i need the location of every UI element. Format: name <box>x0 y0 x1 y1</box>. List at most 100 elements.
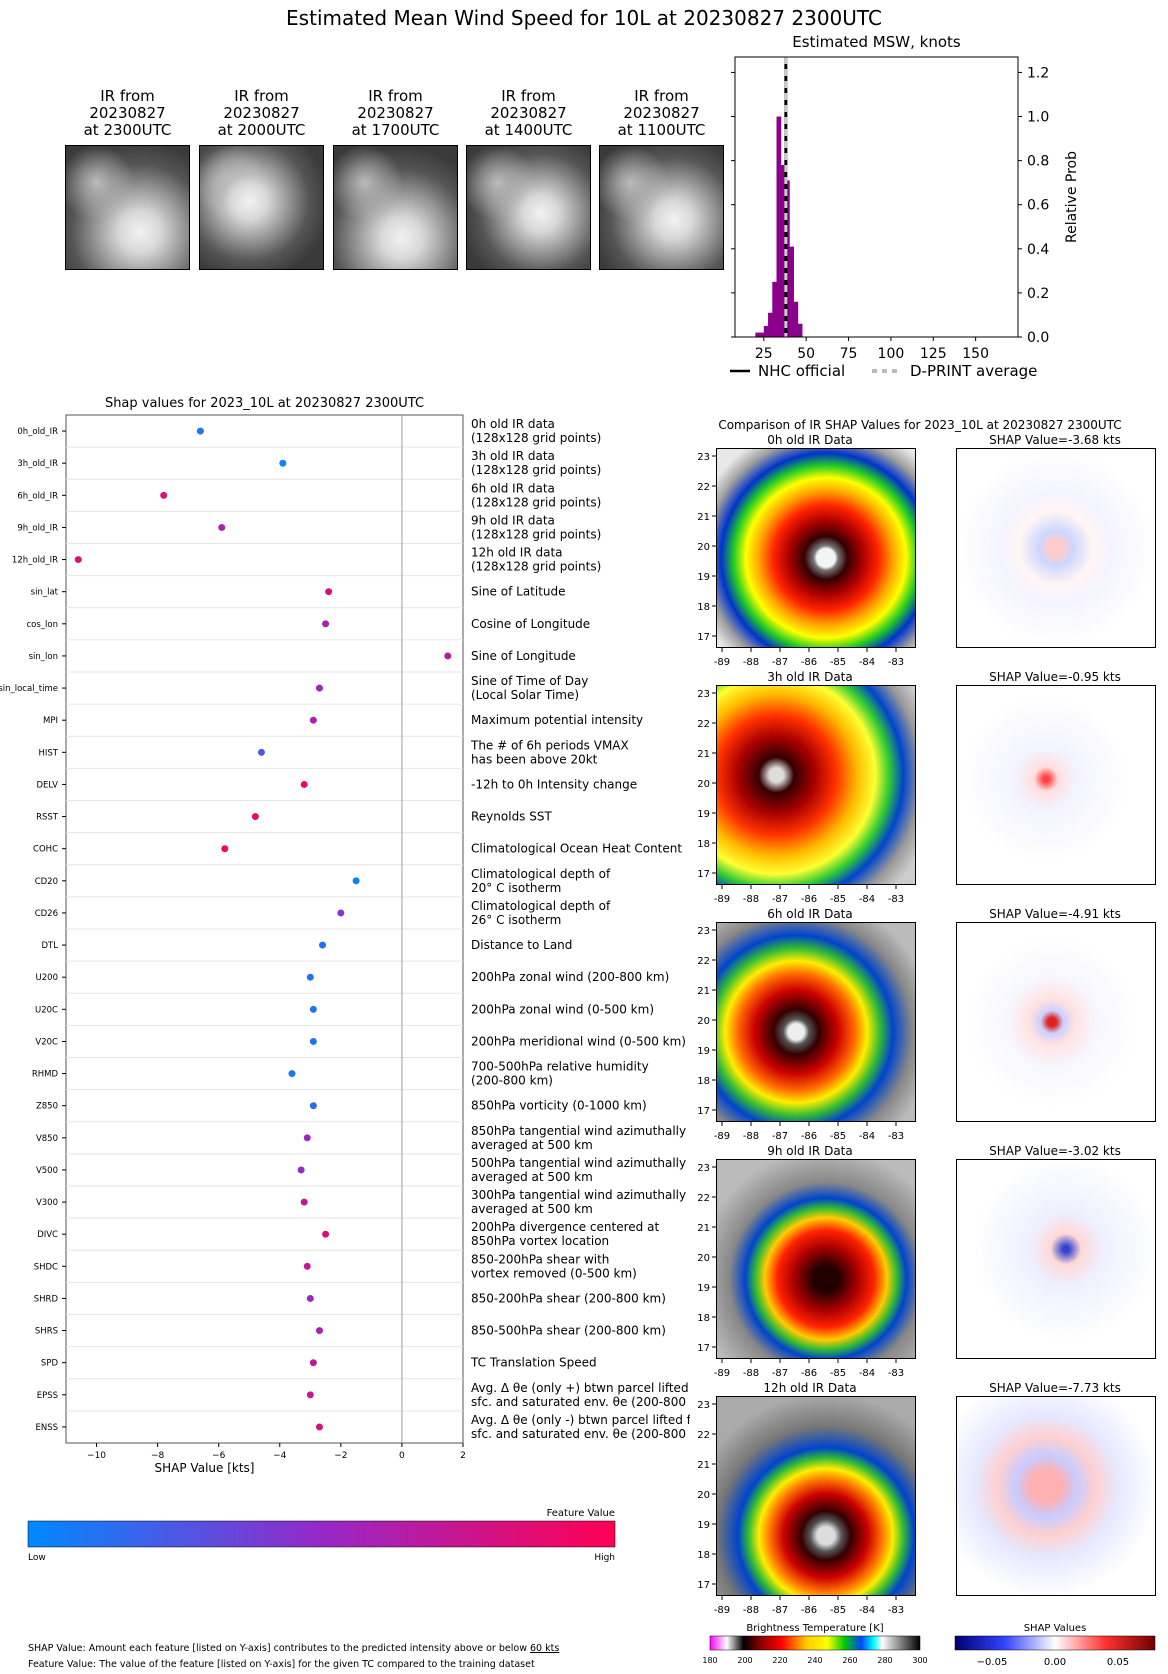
lon-tick-label: -84 <box>859 1368 875 1379</box>
shap-feature-description: averaged at 500 km <box>471 1202 593 1216</box>
shap-point <box>160 491 168 499</box>
shap-feature-code: 3h_old_IR <box>17 459 58 469</box>
histogram-y-tick-label: 1.0 <box>1027 110 1049 126</box>
shap-feature-description: 850hPa vorticity (0-1000 km) <box>471 1099 647 1113</box>
ir-thumbnail-image <box>466 145 591 270</box>
lon-tick-label: -84 <box>859 894 875 905</box>
shap-feature-code: 0h_old_IR <box>17 427 58 437</box>
shap-feature-code: sin_lat <box>31 588 59 598</box>
ir-thumbnail-caption: IR from <box>234 87 289 105</box>
lat-tick-label: 20 <box>697 1253 710 1264</box>
shap-point <box>322 1230 330 1238</box>
ir-thumbnail-caption: at 2000UTC <box>217 121 306 139</box>
histogram-bar <box>797 323 803 337</box>
ir-thumbnail-caption: IR from <box>501 87 556 105</box>
shap-feature-description: 850hPa vortex location <box>471 1234 609 1248</box>
ir-thumbnail-caption: IR from <box>368 87 423 105</box>
feature-colorbar-gradient <box>27 1520 616 1548</box>
ir-thumbnail: IR from 20230827 at 2000UTC <box>199 88 324 270</box>
lon-tick-label: -87 <box>772 657 788 668</box>
shap-feature-description: 6h old IR data <box>471 481 555 495</box>
shap-feature-code: V500 <box>36 1166 58 1176</box>
lon-tick-label: -88 <box>743 1368 759 1379</box>
shap-feature-code: DIVC <box>37 1230 58 1240</box>
shap-colorbar-tick: −0.05 <box>977 1657 1008 1668</box>
lat-tick-label: 22 <box>697 719 710 730</box>
ir-comparison-title: Comparison of IR SHAP Values for 2023_10… <box>718 418 1122 432</box>
shap-feature-description: vortex removed (0-500 km) <box>471 1266 637 1280</box>
lon-tick-label: -86 <box>801 1131 817 1142</box>
shap-point <box>196 427 204 435</box>
shap-feature-description: averaged at 500 km <box>471 1170 593 1184</box>
lon-tick-label: -85 <box>830 1131 846 1142</box>
shap-feature-description: has been above 20kt <box>471 752 598 766</box>
bt-colorbar-tick: 260 <box>842 1656 857 1665</box>
histogram-y-tick-label: 0.4 <box>1027 242 1049 258</box>
lon-tick-label: -84 <box>859 1605 875 1616</box>
lon-tick-label: -86 <box>801 1605 817 1616</box>
histogram-frame <box>734 56 1019 338</box>
shap-point <box>257 748 265 756</box>
histogram-bar <box>784 180 790 337</box>
ir-brightness-map <box>716 448 916 648</box>
ir-panel-title: 12h old IR Data <box>763 1381 857 1395</box>
ir-thumbnail: IR from 20230827 at 1700UTC <box>333 88 458 270</box>
shap-heatmap <box>956 922 1156 1122</box>
feature-colorbar-high: High <box>594 1553 615 1563</box>
shap-point <box>325 588 333 596</box>
shap-point <box>309 1037 317 1045</box>
lon-tick-label: -86 <box>801 657 817 668</box>
shap-feature-description: Climatological depth of <box>471 899 611 913</box>
shap-heatmap <box>956 1159 1156 1359</box>
shap-feature-code: EPSS <box>37 1391 58 1401</box>
lon-tick-label: -89 <box>714 657 730 668</box>
legend-nhc-label: NHC official <box>758 362 845 380</box>
shap-point <box>322 620 330 628</box>
lat-tick-label: 17 <box>697 632 710 643</box>
lon-tick-label: -83 <box>888 894 904 905</box>
histogram-x-tick-label: 150 <box>962 346 989 362</box>
shap-panel-title: SHAP Value=-4.91 kts <box>989 907 1121 921</box>
shap-feature-code: RHMD <box>32 1070 59 1080</box>
lat-tick-label: 21 <box>697 749 710 760</box>
shap-feature-code: DTL <box>42 941 59 951</box>
ir-thumbnail-image <box>333 145 458 270</box>
shap-note-text: SHAP Value: Amount each feature [listed … <box>28 1643 530 1654</box>
shap-feature-description: 850-200hPa shear with <box>471 1252 609 1266</box>
lat-tick-label: 17 <box>697 1106 710 1117</box>
lon-tick-label: -86 <box>801 1368 817 1379</box>
shap-point <box>303 1134 311 1142</box>
shap-feature-description: 850hPa tangential wind azimuthally <box>471 1124 686 1138</box>
shap-feature-code: V850 <box>36 1134 58 1144</box>
lon-tick-label: -85 <box>830 657 846 668</box>
shap-colorbar-label: SHAP Values <box>1024 1623 1087 1634</box>
lat-tick-label: 18 <box>697 839 710 850</box>
lon-tick-label: -88 <box>743 657 759 668</box>
ir-map-axes: 23 22 21 20 19 18 17 -89 -88 -87 -86 -85 -84 -83 <box>697 1400 904 1616</box>
shap-point <box>288 1070 296 1078</box>
shap-heatmap <box>956 1396 1156 1596</box>
shap-feature-code: SHRS <box>35 1327 58 1337</box>
shap-point <box>315 684 323 692</box>
shap-chart-title: Shap values for 2023_10L at 20230827 230… <box>105 396 424 411</box>
ir-thumbnail-caption: IR from <box>634 87 689 105</box>
lon-tick-label: -89 <box>714 1605 730 1616</box>
ir-thumbnail-caption: at 1700UTC <box>351 121 440 139</box>
shap-feature-description: Climatological Ocean Heat Content <box>471 842 682 856</box>
bt-colorbar-tick: 240 <box>807 1656 822 1665</box>
shap-scatter-chart: Shap values for 2023_10L at 20230827 230… <box>0 396 690 1475</box>
lat-tick-label: 23 <box>697 1163 710 1174</box>
shap-feature-code: sin_lon <box>29 652 58 662</box>
lat-tick-label: 18 <box>697 1076 710 1087</box>
shap-feature-code: SHDC <box>34 1262 58 1272</box>
lat-tick-label: 22 <box>697 1430 710 1441</box>
shap-point <box>300 780 308 788</box>
lon-tick-label: -89 <box>714 1131 730 1142</box>
shap-point <box>309 716 317 724</box>
lon-tick-label: -88 <box>743 1605 759 1616</box>
shap-point <box>315 1327 323 1335</box>
shap-feature-code: DELV <box>36 780 58 790</box>
histogram-y-tick-label: 1.2 <box>1027 65 1049 81</box>
shap-feature-description: 200hPa divergence centered at <box>471 1220 659 1234</box>
shap-feature-description: 0h old IR data <box>471 417 555 431</box>
